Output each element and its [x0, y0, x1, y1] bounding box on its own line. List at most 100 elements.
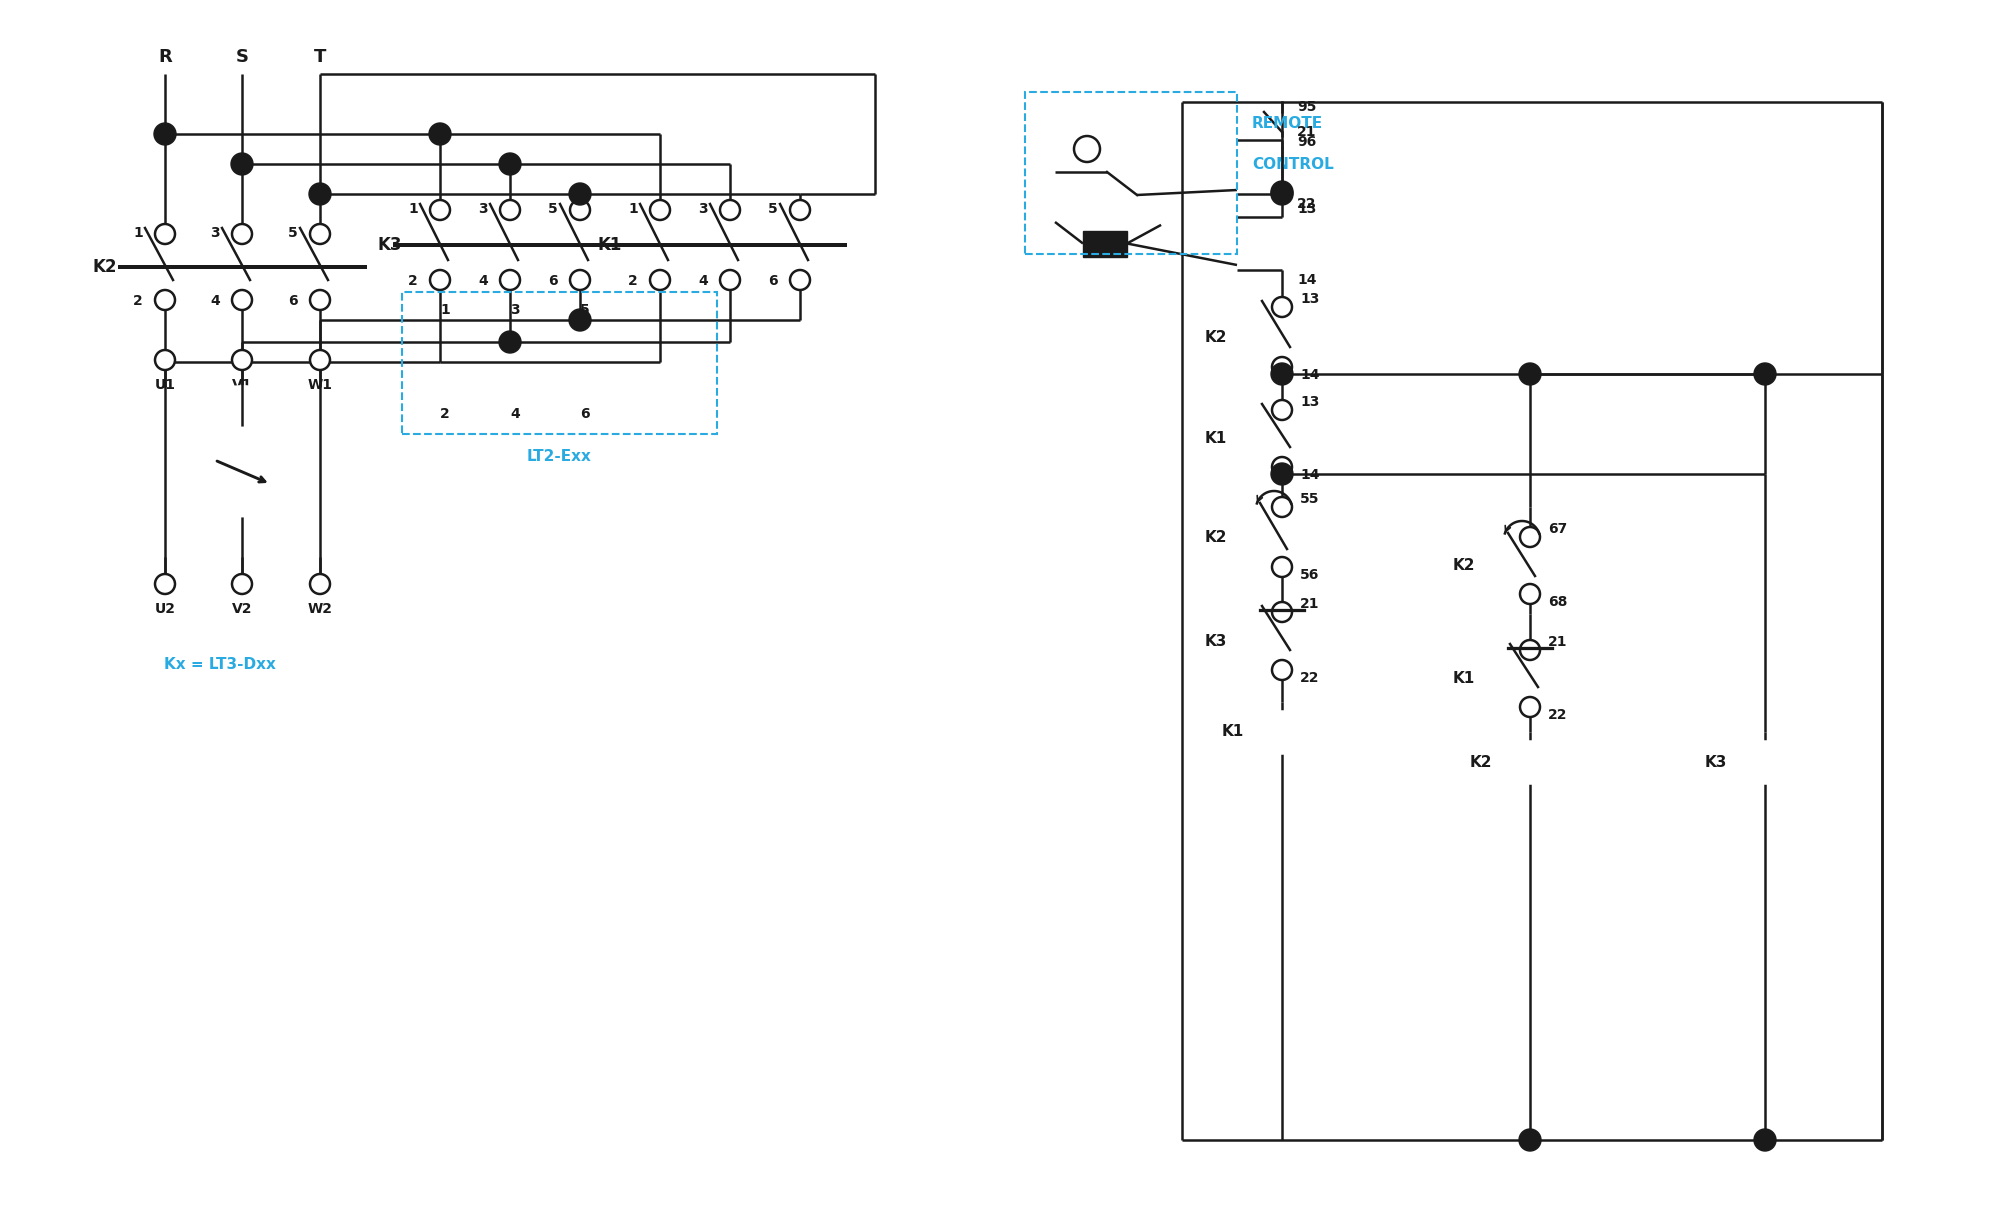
Text: 14: 14 [1300, 468, 1320, 481]
Circle shape [231, 153, 253, 175]
Circle shape [154, 123, 175, 145]
Circle shape [1075, 136, 1101, 163]
Circle shape [1272, 457, 1292, 477]
Circle shape [158, 387, 327, 557]
Text: 4: 4 [510, 407, 520, 422]
Text: K1: K1 [1204, 431, 1226, 446]
Text: K3: K3 [1204, 633, 1226, 649]
Text: 14: 14 [1300, 368, 1320, 382]
Circle shape [156, 224, 175, 244]
Circle shape [1519, 584, 1539, 604]
Circle shape [197, 428, 287, 516]
Text: U1: U1 [154, 378, 175, 392]
Text: 2: 2 [628, 274, 638, 288]
Text: 2: 2 [409, 274, 419, 288]
Circle shape [156, 574, 175, 594]
Bar [1083, 231, 1127, 257]
Text: 21: 21 [1547, 635, 1567, 649]
Circle shape [309, 574, 329, 594]
Text: 3: 3 [510, 303, 520, 316]
Text: K3: K3 [377, 236, 403, 254]
Text: K2: K2 [1204, 330, 1226, 345]
Circle shape [1272, 602, 1292, 622]
Text: K3: K3 [1705, 754, 1727, 770]
Text: 3: 3 [698, 202, 708, 216]
Circle shape [429, 123, 451, 145]
Circle shape [309, 224, 329, 244]
Circle shape [1755, 363, 1777, 385]
Text: W2: W2 [307, 602, 333, 616]
Circle shape [1270, 463, 1292, 485]
Circle shape [231, 290, 251, 310]
Circle shape [720, 200, 740, 220]
Circle shape [231, 574, 251, 594]
Text: K2: K2 [1204, 529, 1226, 545]
Circle shape [568, 183, 590, 205]
Text: 1: 1 [134, 226, 144, 240]
Text: 6: 6 [580, 407, 590, 422]
Text: 2: 2 [441, 407, 451, 422]
Text: 5: 5 [548, 202, 558, 216]
Text: 5: 5 [580, 303, 590, 316]
Circle shape [790, 270, 810, 290]
Text: 1: 1 [441, 303, 451, 316]
Text: 5: 5 [768, 202, 778, 216]
Circle shape [720, 270, 740, 290]
Text: 1: 1 [409, 202, 419, 216]
Circle shape [1270, 181, 1292, 203]
Text: W1: W1 [307, 378, 333, 392]
Circle shape [231, 349, 251, 370]
Text: 68: 68 [1547, 595, 1567, 609]
Text: S: S [235, 48, 249, 66]
Circle shape [1270, 363, 1292, 385]
Circle shape [1519, 697, 1539, 717]
Circle shape [500, 270, 520, 290]
Circle shape [570, 200, 590, 220]
Text: 21: 21 [1300, 598, 1320, 611]
Bar [1503, 741, 1555, 783]
Bar [403, 292, 718, 434]
Text: 55: 55 [1300, 492, 1320, 506]
Circle shape [156, 290, 175, 310]
Text: R: R [158, 48, 171, 66]
Text: V1: V1 [231, 378, 253, 392]
Text: 14: 14 [1296, 273, 1316, 287]
Text: 21: 21 [1296, 125, 1316, 139]
Circle shape [309, 183, 331, 205]
Circle shape [1755, 1129, 1777, 1151]
Text: 4: 4 [698, 274, 708, 288]
Text: 4: 4 [209, 295, 219, 308]
Bar [1256, 711, 1308, 753]
Circle shape [1272, 400, 1292, 420]
Circle shape [1272, 557, 1292, 577]
Text: K2: K2 [1470, 754, 1492, 770]
Text: K1: K1 [1222, 725, 1244, 739]
Text: V2: V2 [231, 602, 253, 616]
Text: 95: 95 [1296, 100, 1316, 114]
Text: 22: 22 [1547, 708, 1567, 722]
Circle shape [570, 270, 590, 290]
Circle shape [568, 309, 590, 331]
Circle shape [500, 200, 520, 220]
Circle shape [156, 349, 175, 370]
Circle shape [431, 200, 451, 220]
Text: T: T [313, 48, 327, 66]
Text: K2: K2 [94, 258, 118, 276]
Text: 56: 56 [1300, 568, 1320, 582]
Circle shape [790, 200, 810, 220]
Text: 4: 4 [479, 274, 489, 288]
Text: U2: U2 [154, 602, 175, 616]
Circle shape [431, 270, 451, 290]
Text: 13: 13 [1296, 202, 1316, 216]
Text: 22: 22 [1300, 671, 1320, 686]
Text: LT2-Exx: LT2-Exx [526, 448, 592, 463]
Text: 2: 2 [134, 295, 144, 308]
Circle shape [1519, 1129, 1541, 1151]
Circle shape [231, 224, 251, 244]
Circle shape [309, 290, 329, 310]
Circle shape [1519, 363, 1541, 385]
Bar [1739, 741, 1791, 783]
Circle shape [498, 153, 520, 175]
Circle shape [1519, 640, 1539, 660]
Circle shape [650, 200, 670, 220]
